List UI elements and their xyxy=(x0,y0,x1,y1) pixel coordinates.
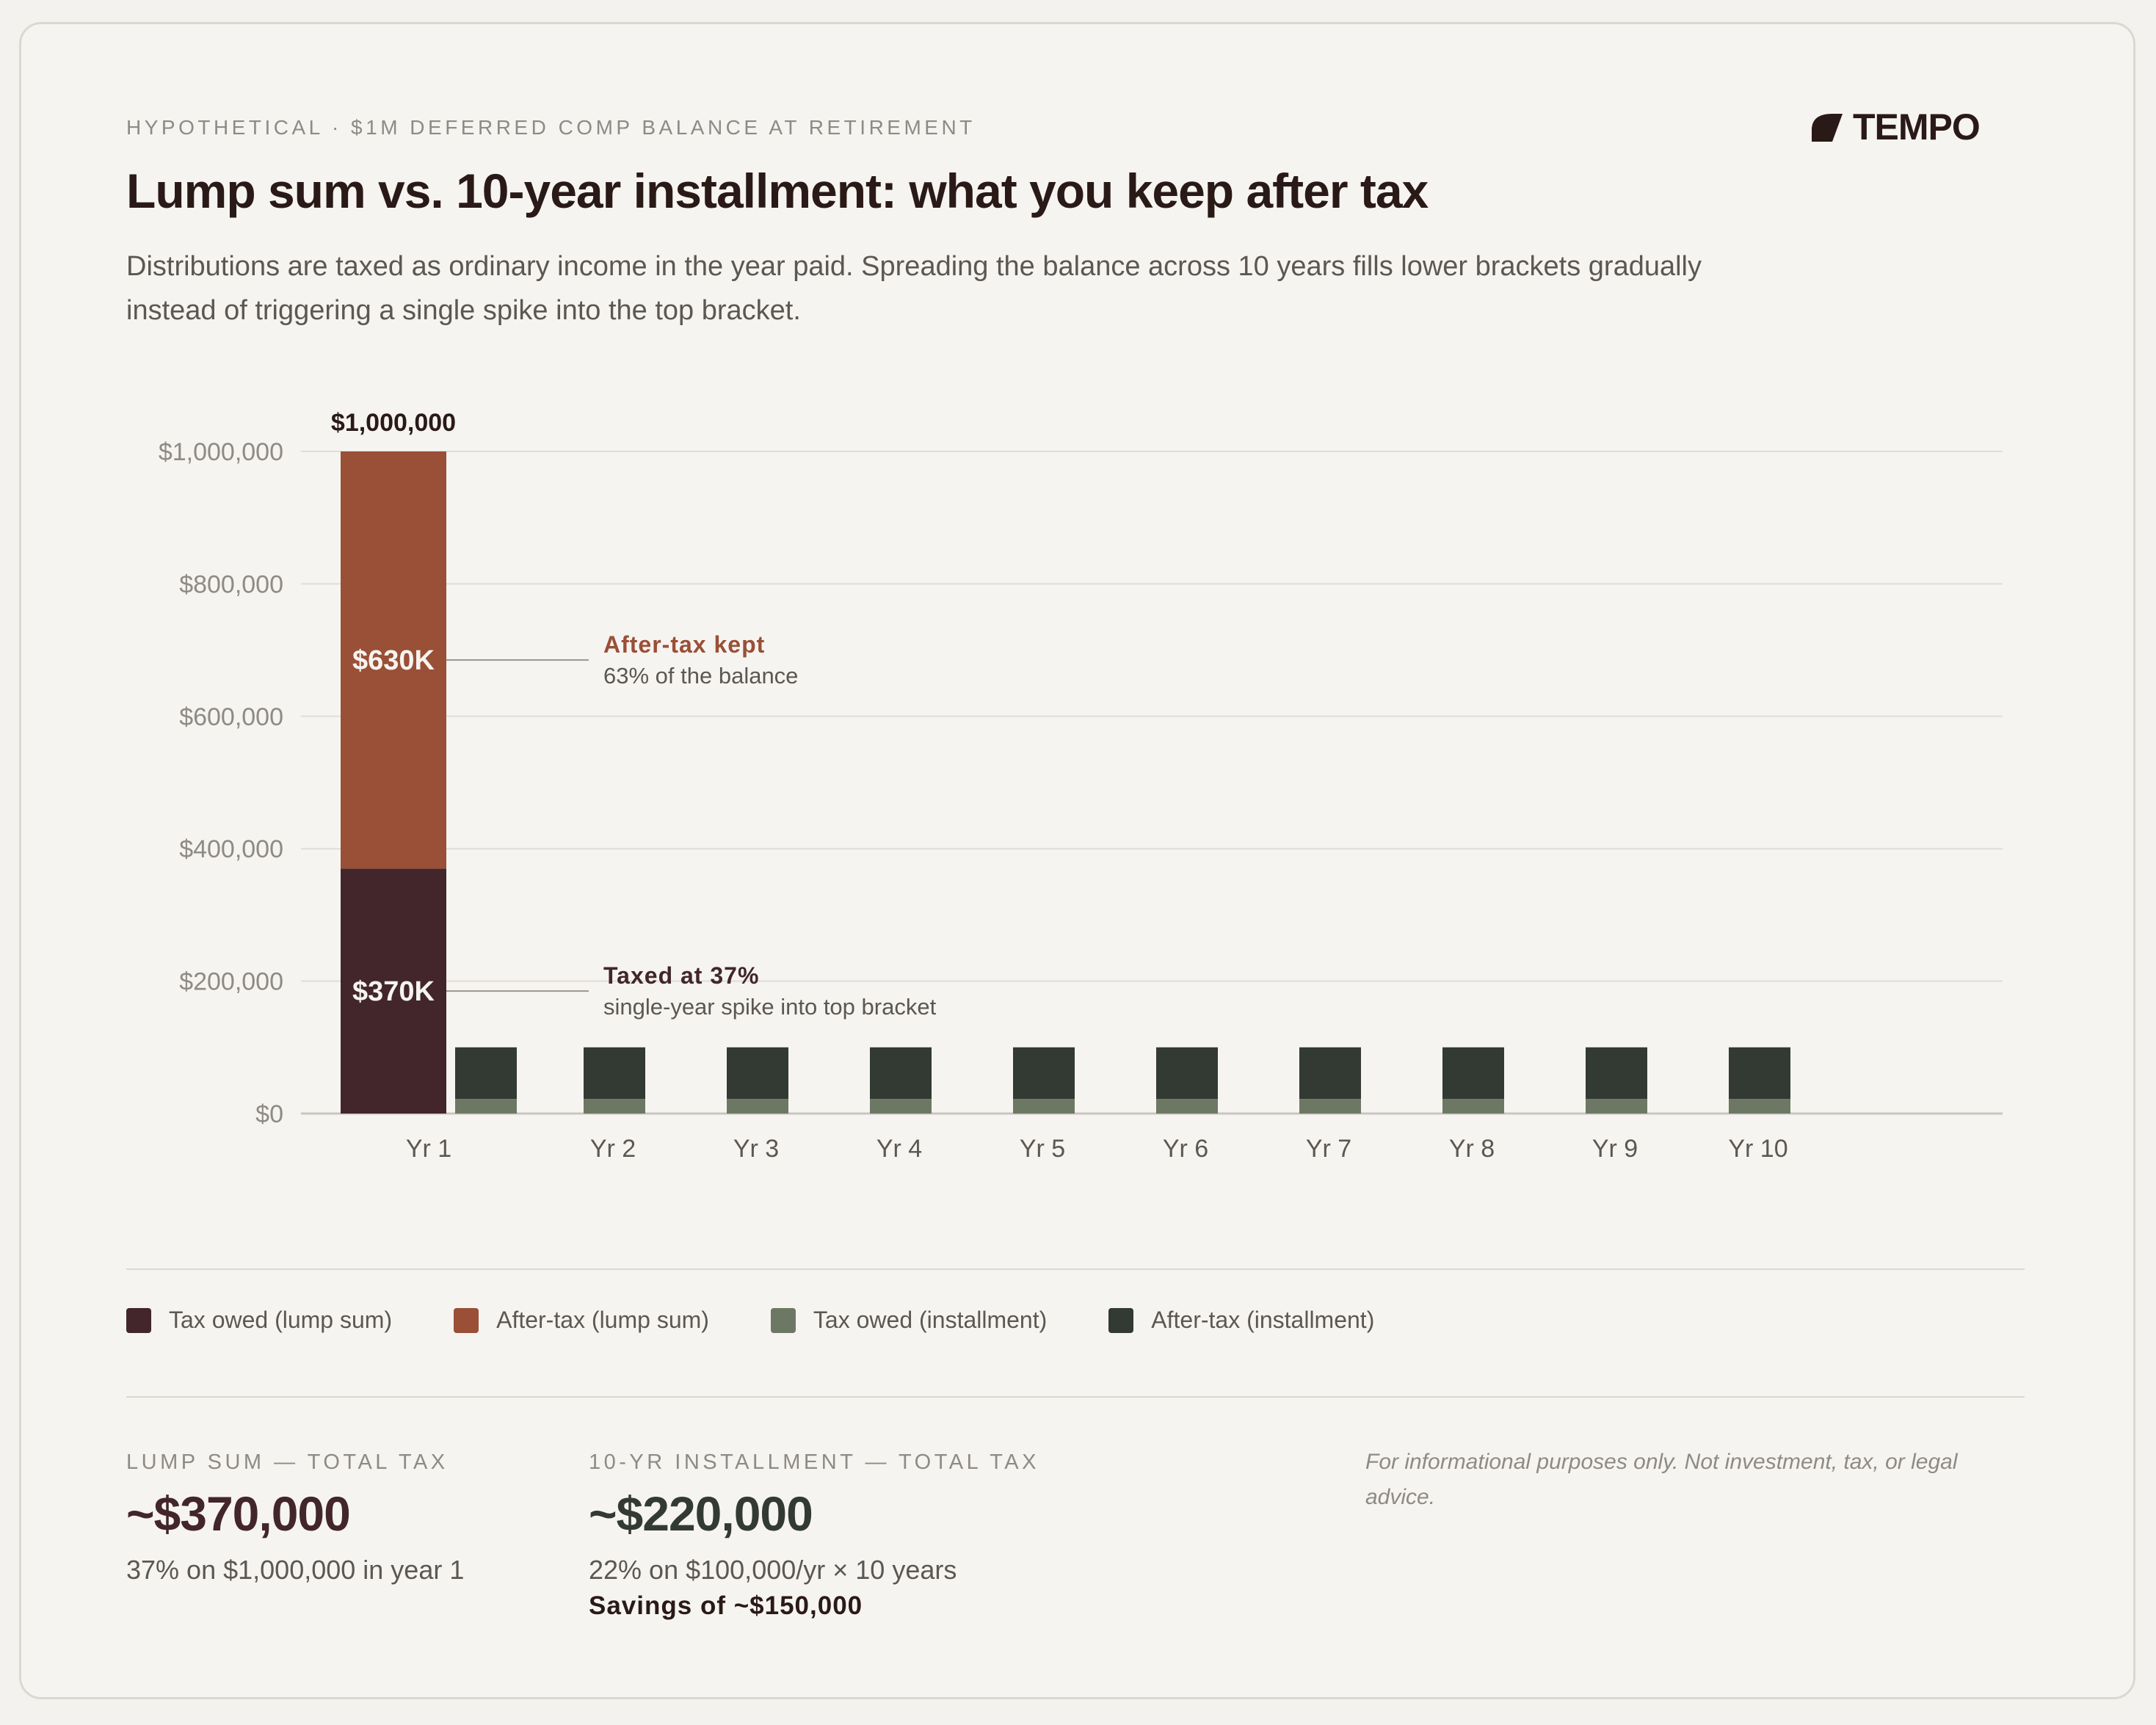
legend-label: After-tax (lump sum) xyxy=(496,1307,709,1333)
legend-item: After-tax (lump sum) xyxy=(454,1307,709,1334)
stacked-bar-chart: $0 $200,000 $400,000 $600,000 $800,000 $1,000… xyxy=(159,409,2003,1163)
legend-item: After-tax (installment) xyxy=(1108,1307,1374,1334)
bar-tax-installment xyxy=(1729,1099,1790,1114)
bar-aftertax-installment xyxy=(1729,1047,1790,1100)
x-tick-label: Yr 5 xyxy=(1020,1135,1065,1163)
tempo-logo: TEMPO xyxy=(1810,106,2023,148)
annotation-tax-title: Taxed at 37% xyxy=(603,962,759,989)
bar-aftertax-installment xyxy=(455,1047,517,1100)
legend-label: Tax owed (lump sum) xyxy=(169,1307,393,1333)
tempo-logo-icon xyxy=(1812,114,1843,142)
y-tick-label: $600,000 xyxy=(179,703,283,731)
aftertax-value-label: $630K xyxy=(352,645,435,676)
y-tick-label: $200,000 xyxy=(179,968,283,996)
x-tick-label: Yr 6 xyxy=(1163,1135,1208,1163)
chart-bars xyxy=(341,451,1790,1114)
x-tick-label: Yr 4 xyxy=(876,1135,922,1163)
x-axis: Yr 1 Yr 2 Yr 3 Yr 4 Yr 5 Yr 6 Yr 7 Yr 8 Yr 9 Yr 1… xyxy=(406,1135,1788,1163)
x-tick-label: Yr 8 xyxy=(1449,1135,1495,1163)
y-axis: $0 $200,000 $400,000 $600,000 $800,000 $1,000… xyxy=(159,438,283,1128)
chart-annotations: After-tax kept 63% of the balance Taxed at… xyxy=(446,631,937,1020)
bar-tax-installment xyxy=(870,1099,932,1114)
legend-swatch xyxy=(770,1307,796,1333)
installment-savings: Savings of ~$150,000 xyxy=(589,1591,863,1620)
annotation-aftertax-title: After-tax kept xyxy=(603,631,765,658)
bar-tax-installment xyxy=(455,1099,517,1114)
bar-tax-installment xyxy=(1442,1099,1504,1114)
legend-label: After-tax (installment) xyxy=(1151,1307,1375,1333)
x-tick-label: Yr 7 xyxy=(1306,1135,1351,1163)
chart-gridlines xyxy=(301,451,2003,1115)
tax-value-label: $370K xyxy=(352,976,435,1007)
divider-bottom xyxy=(126,1396,2025,1398)
bar-aftertax-installment xyxy=(870,1047,932,1100)
bar-aftertax-installment xyxy=(1156,1047,1218,1100)
eyebrow-text: HYPOTHETICAL · $1M DEFERRED COMP BALANCE… xyxy=(126,116,976,139)
legend-item: Tax owed (installment) xyxy=(770,1307,1048,1334)
page-subtitle: Distributions are taxed as ordinary inco… xyxy=(126,251,1702,326)
bar-tax-installment xyxy=(1586,1099,1647,1114)
lump-sum-stat-value: ~$370,000 xyxy=(126,1486,351,1541)
x-tick-label: Yr 1 xyxy=(406,1135,451,1163)
bar-aftertax-installment xyxy=(584,1047,645,1100)
page-title: Lump sum vs. 10-year installment: what y… xyxy=(126,164,1429,218)
legend-label: Tax owed (installment) xyxy=(813,1307,1048,1333)
bar-aftertax-installment xyxy=(727,1047,788,1100)
lump-sum-stat-label: LUMP SUM — TOTAL TAX xyxy=(126,1450,449,1474)
bar-tax-installment xyxy=(584,1099,645,1114)
installment-stat-label: 10-YR INSTALLMENT — TOTAL TAX xyxy=(589,1450,1039,1474)
bar-aftertax-installment xyxy=(1586,1047,1647,1100)
annotation-tax-text: single-year spike into top bracket xyxy=(603,994,937,1020)
bar-tax-installment xyxy=(1013,1099,1075,1114)
bar-aftertax-installment xyxy=(1013,1047,1075,1100)
installment-stat-note: 22% on $100,000/yr × 10 years xyxy=(589,1555,957,1585)
lump-sum-stat-note: 37% on $1,000,000 in year 1 xyxy=(126,1555,465,1585)
x-tick-label: Yr 3 xyxy=(733,1135,779,1163)
bar-tax-installment xyxy=(727,1099,788,1114)
bar-aftertax-installment xyxy=(1442,1047,1504,1100)
y-tick-label: $400,000 xyxy=(179,835,283,863)
legend-swatch xyxy=(126,1307,151,1333)
y-tick-label: $1,000,000 xyxy=(159,438,283,466)
bar-tax-installment xyxy=(1299,1099,1361,1114)
y-tick-label: $800,000 xyxy=(179,570,283,598)
chart-data-labels: $1,000,000 $630K $370K xyxy=(331,409,456,1007)
legend-item: Tax owed (lump sum) xyxy=(126,1307,392,1334)
x-tick-label: Yr 10 xyxy=(1728,1135,1787,1163)
annotation-aftertax-text: 63% of the balance xyxy=(603,663,798,689)
bar-tax-installment xyxy=(1156,1099,1218,1114)
bar-aftertax-lump-sum xyxy=(341,451,446,869)
disclaimer-text: For informational purposes only. Not inv… xyxy=(1365,1450,1958,1509)
divider-top xyxy=(126,1268,2025,1270)
chart-legend: Tax owed (lump sum) After-tax (lump sum) T… xyxy=(126,1307,1436,1334)
bar-aftertax-installment xyxy=(1299,1047,1361,1100)
logo-text: TEMPO xyxy=(1853,106,1981,148)
installment-stat-value: ~$220,000 xyxy=(589,1486,813,1541)
y-tick-label: $0 xyxy=(255,1100,283,1128)
bar-total-label: $1,000,000 xyxy=(331,409,456,437)
x-tick-label: Yr 2 xyxy=(590,1135,636,1163)
x-tick-label: Yr 9 xyxy=(1592,1135,1638,1163)
legend-swatch xyxy=(1108,1307,1134,1333)
legend-swatch xyxy=(454,1307,479,1333)
bar-tax-lump-sum xyxy=(341,868,446,1114)
